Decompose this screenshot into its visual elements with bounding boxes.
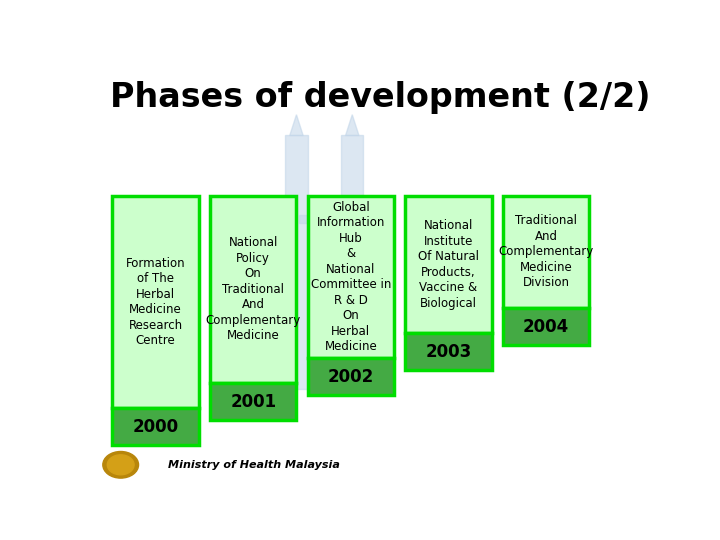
- Bar: [300, 215, 338, 223]
- Polygon shape: [346, 114, 359, 136]
- FancyBboxPatch shape: [503, 196, 590, 308]
- Polygon shape: [340, 136, 364, 389]
- FancyBboxPatch shape: [112, 408, 199, 445]
- Text: Global
Information
Hub
&
National
Committee in
R & D
On
Herbal
Medicine: Global Information Hub & National Commit…: [310, 200, 391, 353]
- Circle shape: [107, 455, 134, 475]
- FancyBboxPatch shape: [405, 333, 492, 370]
- Text: 2001: 2001: [230, 393, 276, 410]
- FancyBboxPatch shape: [112, 196, 199, 408]
- FancyBboxPatch shape: [210, 196, 297, 383]
- FancyBboxPatch shape: [210, 383, 297, 420]
- Text: Traditional
And
Complementary
Medicine
Division: Traditional And Complementary Medicine D…: [498, 214, 594, 289]
- Text: 2004: 2004: [523, 318, 570, 336]
- FancyBboxPatch shape: [405, 196, 492, 333]
- Text: 2000: 2000: [132, 417, 179, 436]
- Text: Phases of development (2/2): Phases of development (2/2): [110, 82, 650, 114]
- FancyBboxPatch shape: [307, 358, 394, 395]
- Text: Ministry of Health Malaysia: Ministry of Health Malaysia: [168, 460, 340, 470]
- Text: 2002: 2002: [328, 368, 374, 386]
- Polygon shape: [284, 136, 309, 389]
- Text: National
Institute
Of Natural
Products,
Vaccine &
Biological: National Institute Of Natural Products, …: [418, 219, 479, 309]
- Circle shape: [103, 451, 138, 478]
- Text: 2003: 2003: [426, 343, 472, 361]
- FancyBboxPatch shape: [503, 308, 590, 346]
- Text: National
Policy
On
Traditional
And
Complementary
Medicine: National Policy On Traditional And Compl…: [206, 237, 301, 342]
- Text: Formation
of The
Herbal
Medicine
Research
Centre: Formation of The Herbal Medicine Researc…: [126, 256, 185, 347]
- FancyBboxPatch shape: [307, 196, 394, 358]
- Polygon shape: [289, 114, 303, 136]
